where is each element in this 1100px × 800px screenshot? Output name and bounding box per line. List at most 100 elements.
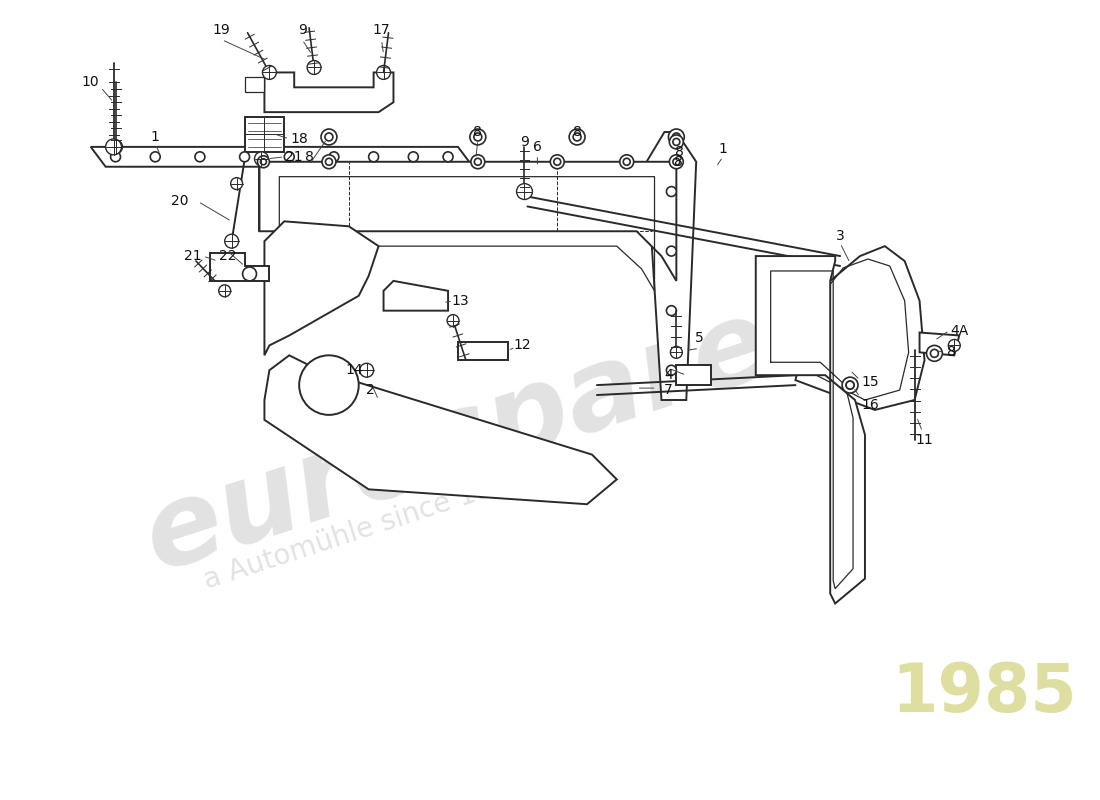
Circle shape [669, 129, 684, 145]
Text: 8: 8 [947, 346, 956, 359]
Circle shape [151, 152, 161, 162]
Circle shape [284, 152, 294, 162]
Polygon shape [458, 342, 507, 360]
Polygon shape [264, 355, 617, 504]
Circle shape [299, 355, 359, 415]
Circle shape [254, 152, 268, 166]
Circle shape [470, 129, 486, 145]
Circle shape [368, 152, 378, 162]
Circle shape [569, 129, 585, 145]
Circle shape [257, 156, 270, 168]
Circle shape [673, 138, 680, 146]
Text: 8: 8 [573, 125, 582, 139]
Circle shape [553, 158, 561, 166]
Polygon shape [244, 117, 284, 152]
Polygon shape [920, 333, 959, 355]
Circle shape [263, 66, 276, 79]
Circle shape [106, 139, 121, 155]
Circle shape [573, 133, 581, 141]
Circle shape [667, 306, 676, 316]
Text: 4A: 4A [950, 323, 968, 338]
Circle shape [931, 350, 938, 358]
Text: 8: 8 [674, 154, 683, 169]
Text: 16: 16 [861, 398, 879, 412]
Text: 13: 13 [451, 294, 469, 308]
Text: 1: 1 [151, 130, 160, 144]
Circle shape [672, 133, 680, 141]
Circle shape [474, 158, 482, 166]
Circle shape [195, 152, 205, 162]
Circle shape [329, 152, 339, 162]
Circle shape [219, 285, 231, 297]
Circle shape [447, 314, 459, 326]
Text: 9: 9 [298, 22, 307, 37]
Text: 12: 12 [514, 338, 531, 353]
Circle shape [517, 184, 532, 199]
Text: 21: 21 [285, 150, 303, 164]
Circle shape [109, 140, 122, 154]
Text: 19: 19 [213, 22, 231, 37]
Circle shape [231, 178, 243, 190]
Circle shape [846, 381, 854, 389]
Circle shape [224, 234, 239, 248]
Text: 6: 6 [534, 140, 542, 154]
Circle shape [843, 377, 858, 393]
Circle shape [846, 381, 854, 389]
Circle shape [324, 133, 333, 141]
Circle shape [408, 152, 418, 162]
Polygon shape [210, 253, 270, 281]
Polygon shape [244, 78, 264, 92]
Text: 18: 18 [290, 132, 308, 146]
Text: 14: 14 [345, 363, 363, 378]
Text: 4: 4 [664, 368, 673, 382]
Circle shape [673, 158, 680, 166]
Polygon shape [264, 222, 378, 355]
Circle shape [667, 186, 676, 197]
Text: 22: 22 [219, 249, 236, 263]
Text: 1: 1 [718, 142, 727, 156]
Polygon shape [676, 366, 711, 385]
Text: 5: 5 [695, 331, 704, 346]
Circle shape [670, 135, 683, 149]
Circle shape [443, 152, 453, 162]
Polygon shape [260, 162, 676, 281]
Circle shape [670, 346, 682, 358]
Text: 15: 15 [861, 375, 879, 389]
Text: 9: 9 [520, 135, 529, 149]
Text: 2: 2 [366, 383, 375, 397]
Circle shape [240, 152, 250, 162]
Text: 8: 8 [473, 125, 482, 139]
Circle shape [360, 363, 374, 377]
Text: a Automühle since 1985: a Automühle since 1985 [200, 463, 530, 594]
Circle shape [926, 346, 943, 362]
Text: 1985: 1985 [891, 660, 1077, 726]
Text: eurospares: eurospares [131, 266, 849, 594]
Text: 7: 7 [664, 383, 673, 397]
Text: 8: 8 [305, 150, 314, 164]
Text: 20: 20 [172, 194, 189, 209]
Text: 10: 10 [81, 75, 99, 90]
Text: 3: 3 [836, 230, 845, 243]
Circle shape [376, 66, 390, 79]
Circle shape [667, 366, 676, 375]
Polygon shape [756, 256, 865, 603]
Circle shape [670, 155, 683, 169]
Polygon shape [264, 73, 394, 112]
Text: 11: 11 [915, 433, 934, 446]
Circle shape [471, 155, 485, 169]
Circle shape [243, 267, 256, 281]
Circle shape [624, 158, 630, 166]
Circle shape [307, 61, 321, 74]
Text: 17: 17 [373, 22, 390, 37]
Text: 8: 8 [675, 145, 684, 159]
Circle shape [948, 339, 960, 351]
Text: 21: 21 [184, 249, 201, 263]
Circle shape [619, 155, 634, 169]
Polygon shape [647, 132, 696, 400]
Circle shape [322, 155, 335, 169]
Circle shape [550, 155, 564, 169]
Circle shape [667, 246, 676, 256]
Polygon shape [795, 246, 924, 410]
Circle shape [321, 129, 337, 145]
Polygon shape [384, 281, 448, 310]
